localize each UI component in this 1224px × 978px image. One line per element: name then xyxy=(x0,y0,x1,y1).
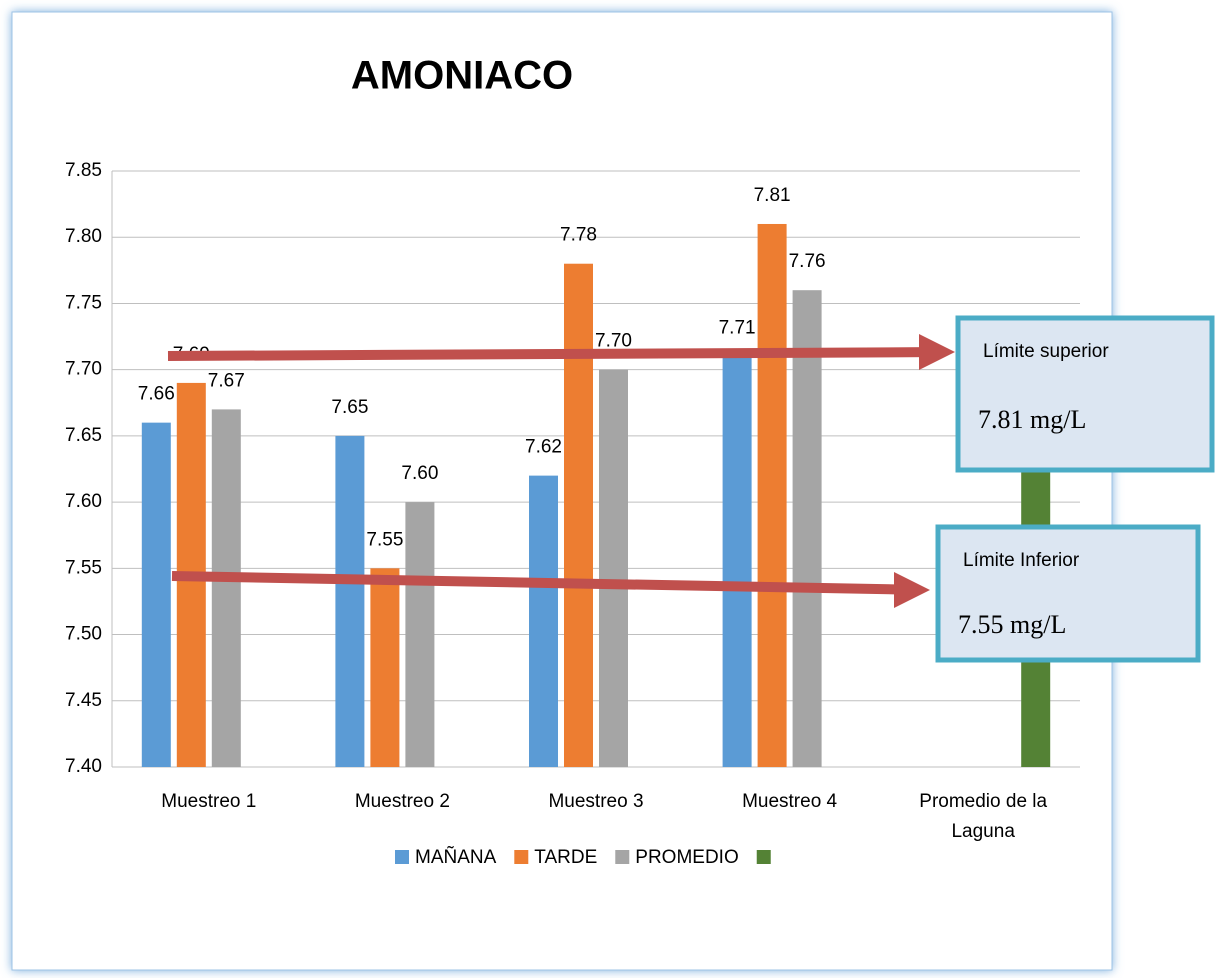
bar xyxy=(529,475,558,767)
annotation-text: 7.81 mg/L xyxy=(978,405,1086,434)
data-label: 7.70 xyxy=(595,331,632,352)
legend-swatch xyxy=(756,850,771,864)
x-tick-label: Muestreo 2 xyxy=(354,791,450,812)
data-label: 7.55 xyxy=(366,529,403,550)
data-label: 7.81 xyxy=(754,185,791,206)
bar xyxy=(335,435,365,767)
data-label: 7.66 xyxy=(138,384,175,405)
y-tick-label: 7.70 xyxy=(65,359,102,380)
legend-swatch xyxy=(615,850,630,864)
legend-swatch xyxy=(395,850,409,864)
y-tick-label: 7.65 xyxy=(65,425,102,446)
data-label: 7.76 xyxy=(789,251,826,272)
data-label: 7.65 xyxy=(331,397,368,418)
annotation-title: Límite Inferior xyxy=(963,550,1080,571)
data-label: 7.71 xyxy=(719,317,756,338)
legend-label: TARDE xyxy=(534,847,597,868)
arrow-head xyxy=(894,572,930,608)
y-tick-label: 7.80 xyxy=(65,226,102,247)
bar xyxy=(722,356,752,767)
annotation-text: 7.55 mg/L xyxy=(958,610,1066,639)
y-tick-label: 7.85 xyxy=(65,160,102,181)
x-tick-label: Muestreo 1 xyxy=(161,791,257,812)
data-label: 7.78 xyxy=(560,225,597,246)
annotation-title: Límite superior xyxy=(983,341,1109,362)
bar xyxy=(370,568,400,767)
chart-title: AMONIACO xyxy=(351,54,573,98)
arrow-line xyxy=(167,347,926,361)
annotation-box xyxy=(935,524,1201,663)
annotation-box xyxy=(955,315,1215,473)
bar xyxy=(792,290,822,767)
bar xyxy=(757,223,787,767)
data-label: 7.62 xyxy=(525,437,562,458)
bar xyxy=(211,409,241,767)
legend-label: PROMEDIO xyxy=(635,847,738,868)
bar xyxy=(599,369,628,767)
x-tick-label: Promedio de la Laguna xyxy=(919,791,1048,842)
y-tick-label: 7.40 xyxy=(65,756,102,777)
legend-label: MAÑANA xyxy=(415,846,497,868)
arrow-head xyxy=(919,334,955,370)
data-label: 7.60 xyxy=(401,463,438,484)
data-label: 7.67 xyxy=(208,370,245,391)
bar xyxy=(564,263,593,767)
x-tick-label: Muestreo 3 xyxy=(548,791,644,812)
x-tick-label: Muestreo 4 xyxy=(742,791,838,812)
y-tick-label: 7.75 xyxy=(65,292,102,313)
bar xyxy=(141,422,171,767)
y-tick-label: 7.50 xyxy=(65,624,102,645)
arrow-line xyxy=(171,571,901,595)
y-tick-label: 7.55 xyxy=(65,557,102,578)
legend-swatch xyxy=(514,850,529,864)
y-tick-label: 7.60 xyxy=(65,491,102,512)
bar xyxy=(405,502,435,767)
y-tick-label: 7.45 xyxy=(65,690,102,711)
